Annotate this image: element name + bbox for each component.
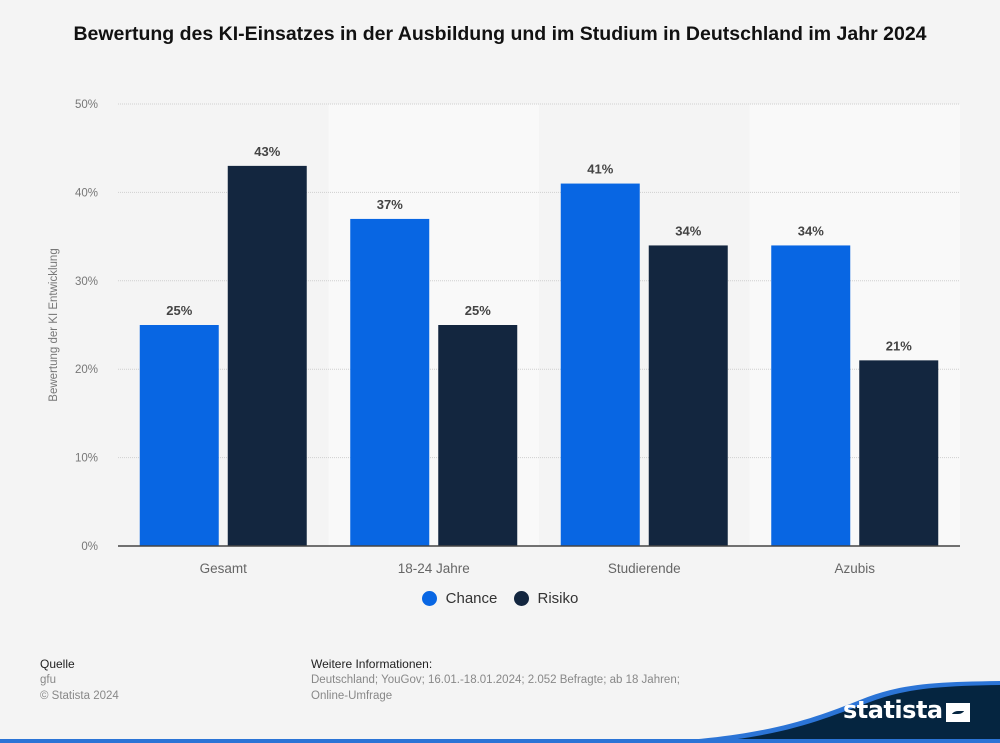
- legend-item-risiko[interactable]: Risiko: [513, 590, 579, 607]
- legend-label-chance: Chance: [445, 590, 498, 607]
- y-axis-label: Bewertung der KI Entwicklung: [48, 248, 60, 401]
- info-line-2: Online-Umfrage: [311, 690, 393, 702]
- data-label: 21%: [886, 338, 912, 353]
- source-heading: Quelle: [40, 657, 75, 671]
- data-label: 25%: [166, 303, 192, 318]
- data-label: 34%: [675, 223, 701, 238]
- y-tick-label: 20%: [75, 364, 98, 376]
- source-text: gfu: [40, 674, 56, 686]
- bar-risiko: [438, 325, 518, 546]
- bar-chance: [771, 245, 851, 546]
- y-tick-label: 40%: [75, 187, 98, 199]
- statista-logo-icon: [946, 703, 970, 722]
- x-tick-label: 18-24 Jahre: [398, 561, 470, 576]
- data-label: 41%: [587, 162, 613, 177]
- legend-item-chance[interactable]: Chance: [421, 590, 498, 607]
- info-heading[interactable]: Weitere Informationen:: [311, 657, 433, 671]
- data-label: 34%: [798, 223, 824, 238]
- x-tick-label: Azubis: [834, 561, 875, 576]
- copyright-text: © Statista 2024: [40, 690, 119, 702]
- y-tick-label: 0%: [81, 541, 98, 553]
- bar-risiko: [227, 165, 307, 546]
- data-label: 43%: [254, 144, 280, 159]
- legend: Chance Risiko: [0, 590, 1000, 610]
- legend-swatch-risiko: [513, 591, 529, 606]
- data-label: 25%: [465, 303, 491, 318]
- info-block: Weitere Informationen: Deutschland; YouG…: [311, 656, 680, 704]
- x-tick-label: Studierende: [608, 561, 681, 576]
- x-tick-label: Gesamt: [200, 561, 248, 576]
- statista-logo[interactable]: statista: [843, 696, 943, 724]
- legend-label-risiko: Risiko: [537, 590, 579, 607]
- legend-swatch-chance: [421, 591, 437, 606]
- y-tick-label: 30%: [75, 276, 98, 288]
- source-block: Quelle gfu © Statista 2024: [40, 656, 119, 704]
- bar-risiko: [648, 245, 728, 546]
- bar-chance: [560, 183, 640, 546]
- bar-risiko: [859, 360, 939, 546]
- bar-chance: [350, 218, 430, 547]
- y-tick-label: 10%: [75, 453, 98, 465]
- chart-title: Bewertung des KI-Einsatzes in der Ausbil…: [73, 23, 927, 45]
- y-tick-label: 50%: [75, 99, 98, 111]
- bar-chance: [139, 325, 219, 546]
- bar-chart: 0% 10% 20% 30% 40% 50% Bewertung der KI Entwic…: [48, 99, 960, 576]
- data-label: 37%: [377, 197, 403, 212]
- info-line-1: Deutschland; YouGov; 16.01.-18.01.2024; …: [311, 674, 680, 686]
